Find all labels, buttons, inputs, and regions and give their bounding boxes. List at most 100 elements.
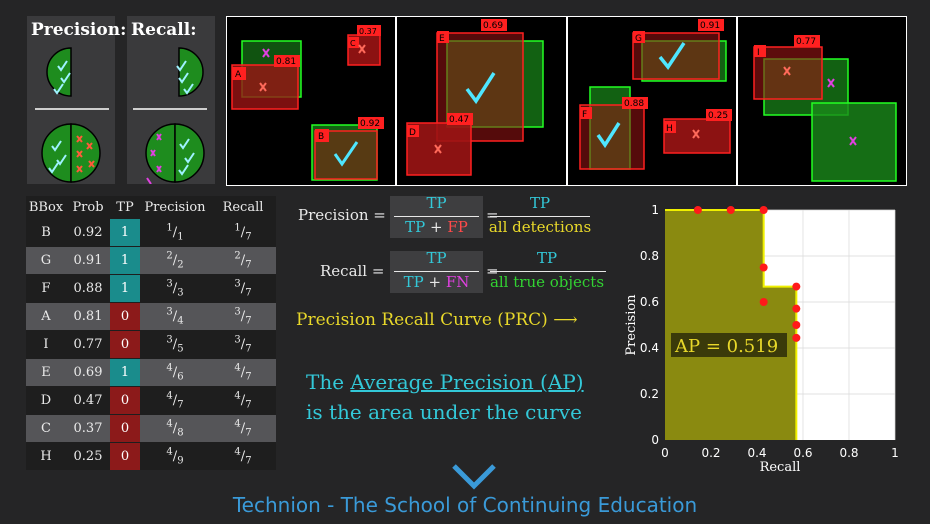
table-row: D 0.47 0 4/7 4/7 xyxy=(26,386,276,415)
svg-text:I: I xyxy=(757,48,760,58)
pr-point xyxy=(792,333,801,342)
bbox-table: BBox Prob TP Precision Recall B 0.92 1 1/1 1… xyxy=(26,196,276,470)
detection-image-1: A 0.81 B 0.92 C 0.37 xyxy=(231,25,384,181)
recall-pie-diagram xyxy=(133,47,207,184)
cell-tp: 0 xyxy=(110,302,140,331)
cell-prob: 0.92 xyxy=(66,218,110,247)
svg-text:0.81: 0.81 xyxy=(276,57,296,67)
cell-recall: 4/7 xyxy=(210,414,276,443)
y-tick-label: 0.4 xyxy=(640,341,659,355)
cell-prob: 0.47 xyxy=(66,386,110,415)
cell-bbox: F xyxy=(26,274,66,303)
cell-tp: 0 xyxy=(110,414,140,443)
svg-text:0.91: 0.91 xyxy=(700,21,720,31)
pr-point xyxy=(759,298,768,306)
cell-precision: 3/3 xyxy=(140,274,210,303)
cell-tp: 1 xyxy=(110,274,140,303)
table-row: E 0.69 1 4/6 4/7 xyxy=(26,358,276,387)
svg-text:E: E xyxy=(439,34,445,44)
ap-line-2: is the area under the curve xyxy=(306,400,582,424)
cell-precision: 4/8 xyxy=(140,414,210,443)
detection-image-3: G 0.91 F 0.88 H 0.25 xyxy=(579,19,732,170)
cell-bbox: E xyxy=(26,358,66,387)
recall-formula-label: Recall = xyxy=(320,262,385,280)
svg-text:D: D xyxy=(409,128,416,138)
x-axis-label: Recall xyxy=(760,460,801,475)
ap-annotation: AP = 0.519 xyxy=(674,336,778,357)
cell-recall: 2/7 xyxy=(210,246,276,275)
pr-point xyxy=(792,304,801,313)
pr-point xyxy=(792,282,801,291)
header-bbox: BBox xyxy=(26,196,66,219)
svg-text:0.92: 0.92 xyxy=(360,119,380,129)
pr-point xyxy=(759,206,768,214)
header-prob: Prob xyxy=(66,196,110,219)
cell-tp: 0 xyxy=(110,386,140,415)
y-tick-label: 1 xyxy=(651,203,659,217)
pr-point xyxy=(792,321,801,329)
y-tick-label: 0.2 xyxy=(640,387,659,401)
cell-tp: 1 xyxy=(110,358,140,387)
svg-text:0.77: 0.77 xyxy=(796,37,816,47)
precision-pie-diagram xyxy=(35,47,109,183)
svg-text:0.37: 0.37 xyxy=(359,27,377,36)
prc-label: Precision Recall Curve (PRC) ⟶ xyxy=(296,310,578,330)
cell-bbox: B xyxy=(26,218,66,247)
cell-prob: 0.81 xyxy=(66,302,110,331)
y-tick-label: 0.8 xyxy=(640,249,659,263)
cell-bbox: I xyxy=(26,330,66,359)
ap-link: Average Precision (AP) xyxy=(350,370,584,394)
all-detections-label: all detections xyxy=(488,218,592,236)
cell-precision: 2/2 xyxy=(140,246,210,275)
cell-tp: 0 xyxy=(110,442,140,470)
pr-curve-chart: 0 0.2 0.4 0.6 0.8 1 0 0.2 0.4 0.6 0.8 1 AP = 0.519… xyxy=(624,203,899,475)
detection-panel-4: I 0.77 xyxy=(737,16,907,186)
table-row: H 0.25 0 4/9 4/7 xyxy=(26,442,276,470)
recall-rhs-bar xyxy=(490,271,606,272)
y-tick-label: 0 xyxy=(651,433,659,447)
recall-denominator: TP + FN xyxy=(403,273,470,291)
precision-panel-title: Precision: xyxy=(31,20,127,40)
detection-image-4: I 0.77 xyxy=(753,35,897,182)
precision-fraction-bar xyxy=(394,216,479,217)
svg-text:0.88: 0.88 xyxy=(624,99,644,109)
cell-recall: 1/7 xyxy=(210,218,276,247)
precision-denominator: TP + FP xyxy=(405,218,468,236)
cell-recall: 3/7 xyxy=(210,302,276,331)
svg-text:0.25: 0.25 xyxy=(708,111,728,121)
cell-prob: 0.69 xyxy=(66,358,110,387)
cell-bbox: G xyxy=(26,246,66,275)
header-tp: TP xyxy=(110,196,140,219)
recall-rhs-numerator: TP xyxy=(536,249,558,267)
svg-text:F: F xyxy=(582,110,587,120)
chevron-down-icon[interactable] xyxy=(450,462,498,492)
cell-precision: 4/9 xyxy=(140,442,210,470)
x-tick-label: 0.4 xyxy=(747,446,766,460)
svg-text:C: C xyxy=(350,39,356,48)
cell-bbox: A xyxy=(26,302,66,331)
recall-formula-box xyxy=(390,251,483,293)
table-row: I 0.77 0 3/5 3/7 xyxy=(26,330,276,359)
table-row: G 0.91 1 2/2 2/7 xyxy=(26,246,276,275)
header-recall: Recall xyxy=(210,196,276,219)
table-row: B 0.92 1 1/1 1/7 xyxy=(26,218,276,247)
detection-panel-3: G 0.91 F 0.88 H 0.25 xyxy=(567,16,737,186)
detection-panel-1: A 0.81 B 0.92 C 0.37 xyxy=(226,16,396,186)
cell-precision: 4/6 xyxy=(140,358,210,387)
cell-precision: 4/7 xyxy=(140,386,210,415)
x-tick-label: 0 xyxy=(661,446,669,460)
precision-panel: Precision: xyxy=(27,16,126,184)
y-tick-label: 0.6 xyxy=(640,295,659,309)
recall-panel: Recall: xyxy=(127,16,215,184)
recall-fraction-bar xyxy=(394,271,479,272)
precision-formula-label: Precision = xyxy=(298,206,386,224)
table-row: A 0.81 0 3/4 3/7 xyxy=(26,302,276,331)
precision-equals: = xyxy=(486,206,499,224)
cell-precision: 3/4 xyxy=(140,302,210,331)
table-row: F 0.88 1 3/3 3/7 xyxy=(26,274,276,303)
cell-recall: 3/7 xyxy=(210,330,276,359)
all-true-objects-label: all true objects xyxy=(489,273,605,291)
svg-text:B: B xyxy=(318,132,324,142)
svg-text:0.47: 0.47 xyxy=(449,115,469,125)
table-row: C 0.37 0 4/8 4/7 xyxy=(26,414,276,443)
